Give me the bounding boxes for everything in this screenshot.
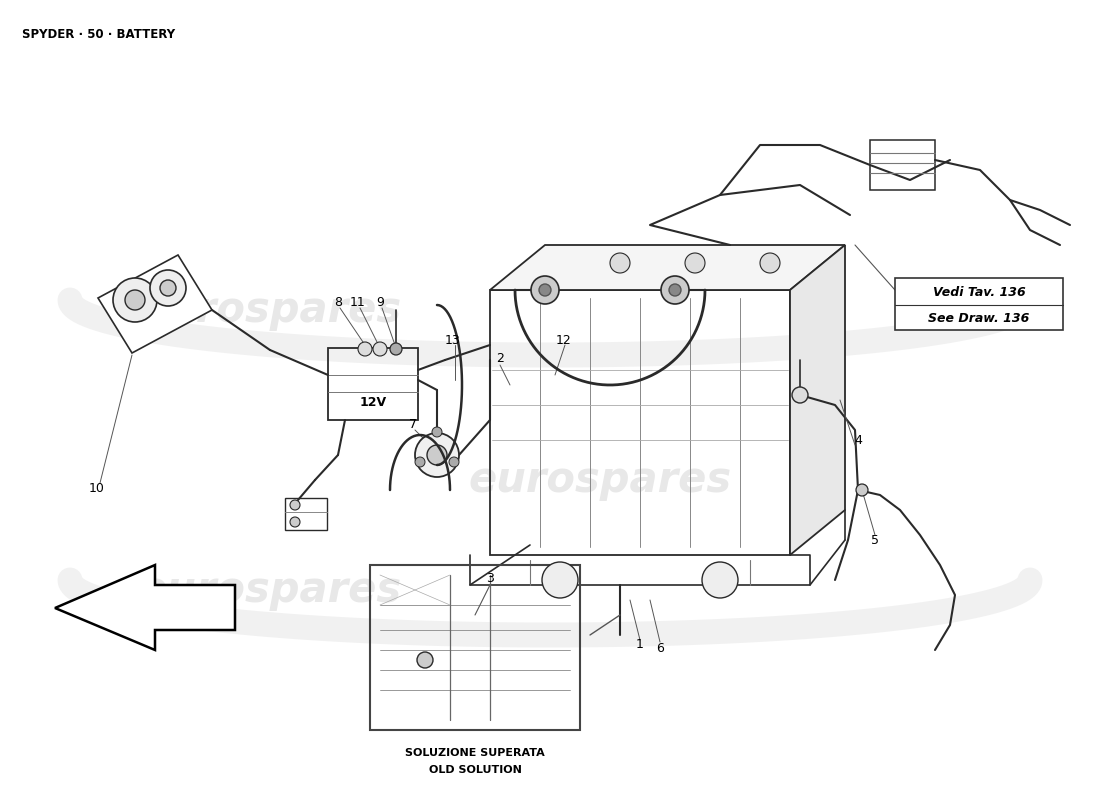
Text: 4: 4 — [854, 434, 862, 446]
Circle shape — [610, 253, 630, 273]
Bar — [870, 140, 935, 190]
Text: eurospares: eurospares — [139, 289, 402, 331]
Text: 2: 2 — [496, 351, 504, 365]
Text: 9: 9 — [376, 295, 384, 309]
Text: 1: 1 — [636, 638, 644, 651]
Text: 12: 12 — [557, 334, 572, 346]
Text: 10: 10 — [89, 482, 104, 494]
Circle shape — [432, 427, 442, 437]
Circle shape — [290, 517, 300, 527]
Text: 5: 5 — [871, 534, 879, 546]
Circle shape — [792, 387, 808, 403]
Circle shape — [669, 284, 681, 296]
Circle shape — [415, 457, 425, 467]
Text: See Draw. 136: See Draw. 136 — [928, 311, 1030, 325]
Bar — [895, 278, 1063, 330]
Circle shape — [415, 433, 459, 477]
Circle shape — [661, 276, 689, 304]
Text: 3: 3 — [486, 571, 494, 585]
Polygon shape — [790, 245, 845, 555]
Circle shape — [113, 278, 157, 322]
Text: eurospares: eurospares — [139, 569, 402, 611]
Circle shape — [125, 290, 145, 310]
Circle shape — [856, 484, 868, 496]
Circle shape — [417, 652, 433, 668]
Bar — [328, 348, 418, 420]
Circle shape — [685, 253, 705, 273]
Circle shape — [531, 276, 559, 304]
Text: OLD SOLUTION: OLD SOLUTION — [429, 765, 521, 775]
Text: 12V: 12V — [360, 395, 386, 409]
Circle shape — [358, 342, 372, 356]
Text: 6: 6 — [656, 642, 664, 654]
Bar — [285, 498, 327, 530]
Circle shape — [390, 343, 402, 355]
Circle shape — [427, 445, 447, 465]
Text: 8: 8 — [334, 295, 342, 309]
Polygon shape — [490, 245, 845, 290]
Circle shape — [539, 284, 551, 296]
Circle shape — [702, 562, 738, 598]
Circle shape — [150, 270, 186, 306]
Polygon shape — [98, 255, 212, 353]
Circle shape — [449, 457, 459, 467]
Text: eurospares: eurospares — [469, 459, 732, 501]
Text: 7: 7 — [409, 418, 417, 431]
Text: Vedi Tav. 136: Vedi Tav. 136 — [933, 286, 1025, 298]
Circle shape — [542, 562, 578, 598]
Circle shape — [290, 500, 300, 510]
Bar — [370, 565, 580, 730]
Polygon shape — [55, 565, 235, 650]
Bar — [490, 290, 790, 555]
Circle shape — [373, 342, 387, 356]
Text: 11: 11 — [350, 295, 366, 309]
Circle shape — [760, 253, 780, 273]
Text: 13: 13 — [446, 334, 461, 346]
Text: SOLUZIONE SUPERATA: SOLUZIONE SUPERATA — [405, 748, 544, 758]
Circle shape — [160, 280, 176, 296]
Text: SPYDER · 50 · BATTERY: SPYDER · 50 · BATTERY — [22, 28, 175, 41]
